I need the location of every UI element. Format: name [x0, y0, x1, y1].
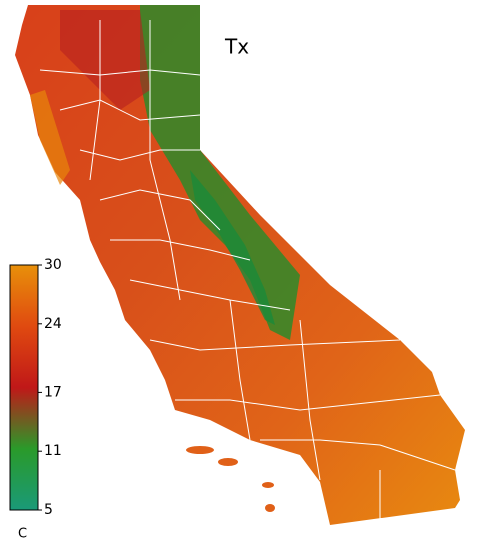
california [15, 5, 465, 525]
coast-warm [30, 90, 70, 185]
colorbar-tick-label: 11 [44, 443, 62, 459]
islands [186, 446, 275, 512]
colorbar-tick-label: 24 [44, 316, 62, 332]
north-dark [60, 10, 150, 110]
colorbar-unit: C [18, 527, 27, 542]
colorbar-tick-label: 5 [44, 502, 53, 518]
colorbar-tick-label: 17 [44, 384, 62, 400]
ridge-cold [190, 170, 275, 325]
sierra-cool [140, 5, 300, 340]
county-lines [39, 20, 456, 520]
colorbar [9, 264, 39, 511]
colorbar-tick-label: 30 [44, 257, 62, 273]
map-title: Tx [224, 35, 249, 59]
